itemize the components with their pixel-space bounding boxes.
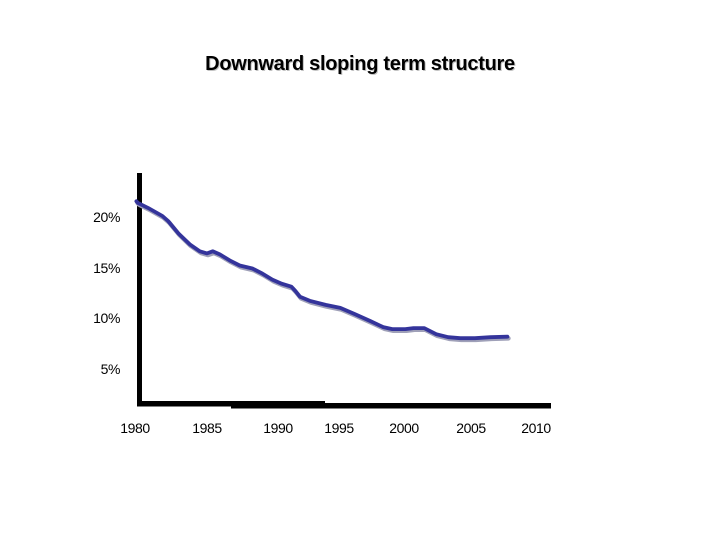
x-axis-line-segment xyxy=(231,403,551,409)
y-axis-label: 10% xyxy=(93,309,120,326)
x-axis-label: 1990 xyxy=(263,420,293,436)
x-axis-label: 2010 xyxy=(521,420,551,436)
x-axis-label: 1985 xyxy=(192,420,222,436)
y-axis-line xyxy=(137,173,142,406)
x-axis-label: 1980 xyxy=(120,420,150,436)
x-axis-label: 2000 xyxy=(389,420,419,436)
x-axis-label: 2005 xyxy=(456,420,486,436)
slide-title: Downward sloping term structure xyxy=(205,53,515,75)
y-axis-label: 15% xyxy=(93,259,120,276)
rate-curve-shadow xyxy=(135,200,511,343)
y-axis-label: 20% xyxy=(93,208,120,225)
rate-curve xyxy=(134,199,510,341)
x-axis-label: 1995 xyxy=(324,420,354,436)
y-axis-label: 5% xyxy=(100,361,121,377)
